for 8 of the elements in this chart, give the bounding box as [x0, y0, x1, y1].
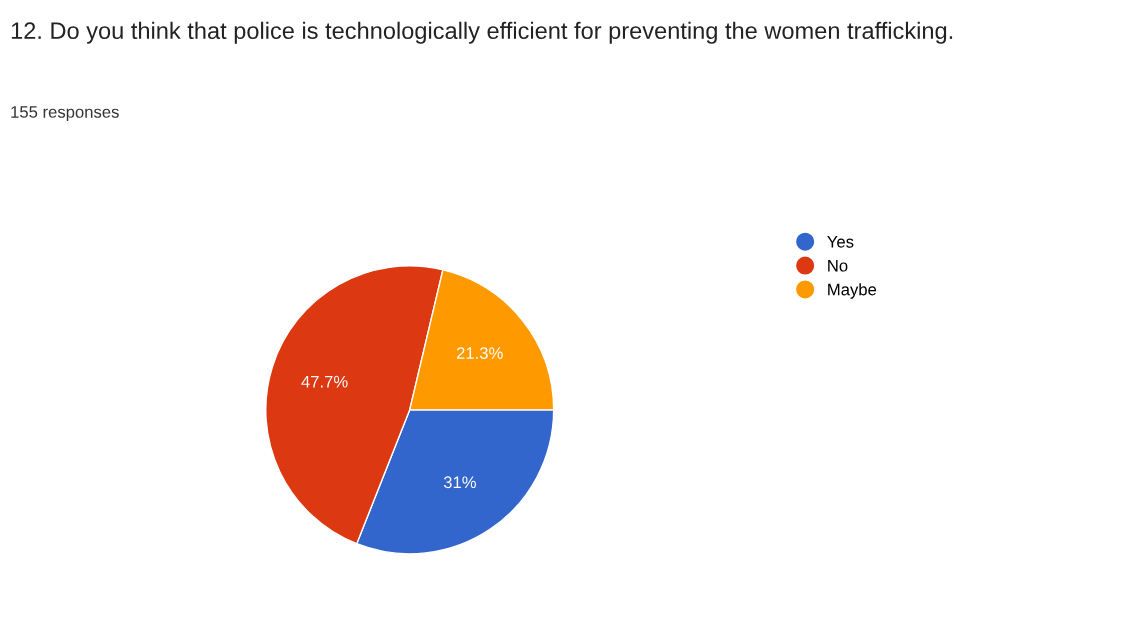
chart-title: 12. Do you think that police is technologically efficient for preventing the women trafficking.: [11, 21, 953, 44]
legend-label: No: [828, 259, 848, 272]
data-label: 47.7%: [301, 375, 348, 388]
legend-label: Yes: [827, 236, 854, 248]
text: 155 responses: [11, 106, 119, 122]
data-label: 31%: [443, 476, 476, 489]
legend-label: Maybe: [828, 283, 877, 299]
data-label: 21.3%: [456, 347, 503, 359]
